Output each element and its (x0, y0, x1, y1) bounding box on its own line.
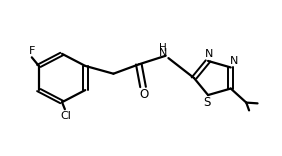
Text: N: N (229, 56, 238, 66)
Text: Cl: Cl (61, 111, 72, 121)
Text: O: O (139, 88, 148, 101)
Text: F: F (28, 46, 35, 56)
Text: H: H (160, 43, 167, 53)
Text: S: S (203, 96, 210, 109)
Text: N: N (159, 48, 168, 58)
Text: N: N (204, 49, 213, 59)
